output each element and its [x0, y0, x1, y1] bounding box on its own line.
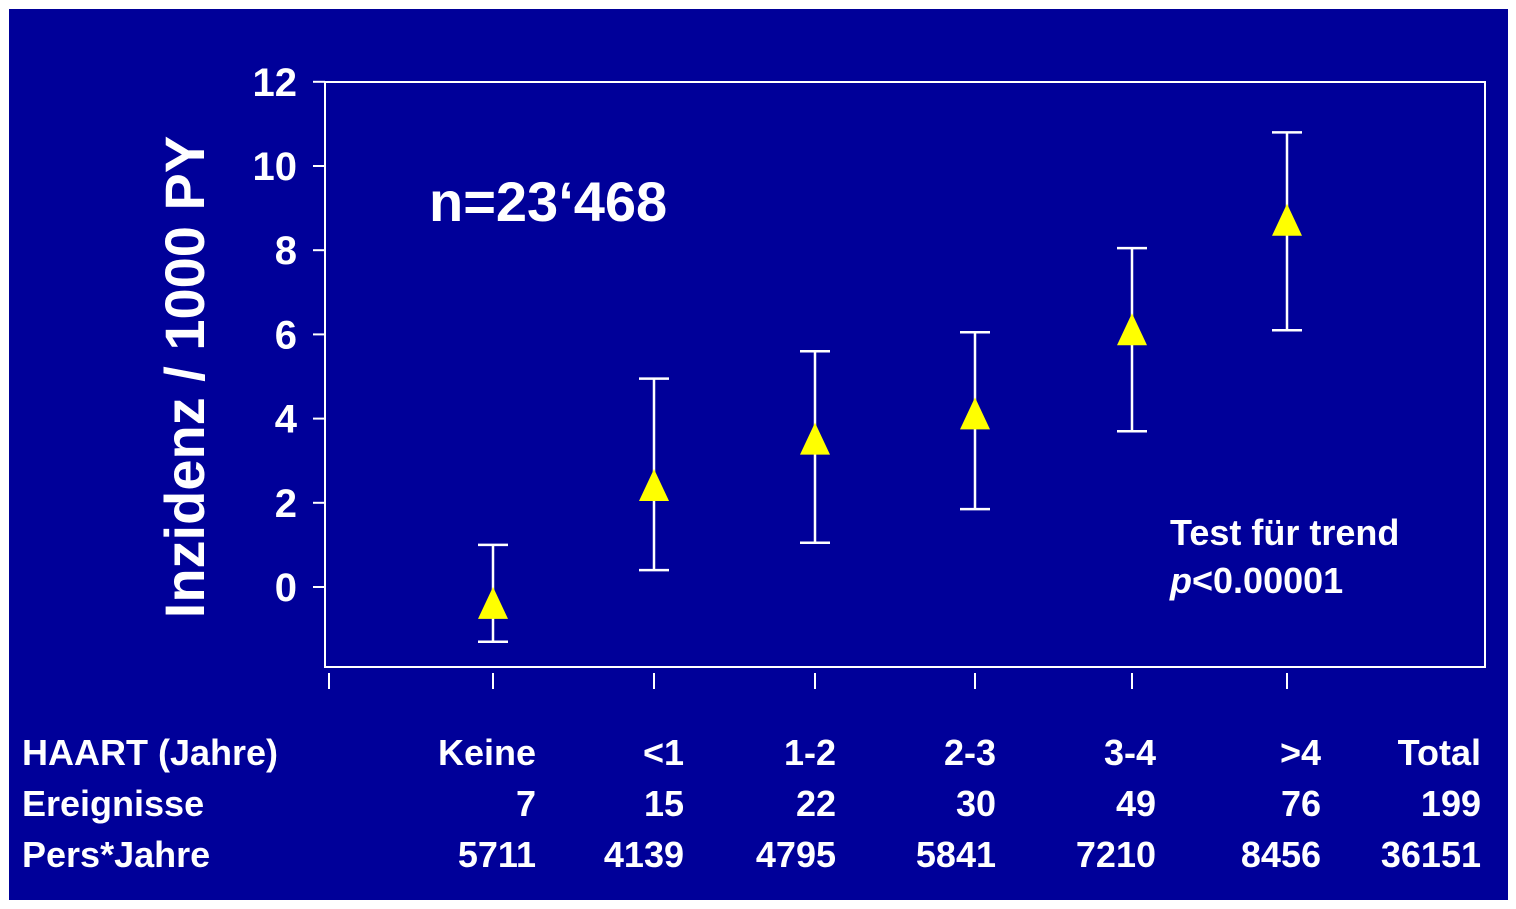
table-cell: 7210	[1075, 833, 1156, 875]
table-cell: 4139	[603, 833, 684, 875]
y-tick-label: 0	[275, 566, 297, 610]
y-tick-label: 6	[275, 313, 297, 357]
y-tick-label: 4	[275, 398, 298, 442]
table-cell: 8456	[1240, 833, 1321, 875]
p-symbol: p	[1170, 560, 1192, 601]
table-cell: 1-2	[783, 731, 836, 773]
data-point-triangle	[800, 422, 830, 455]
table-cell: 49	[1115, 782, 1156, 824]
y-tick-label: 8	[275, 229, 297, 273]
table-cell: 2-3	[943, 731, 996, 773]
data-point-triangle	[1272, 203, 1302, 236]
table-cell: 5841	[915, 833, 996, 875]
table-cell: 15	[643, 782, 684, 824]
p-value: <0.00001	[1192, 560, 1344, 601]
row-label: Ereignisse	[22, 782, 205, 824]
table-cell: 4795	[755, 833, 836, 875]
table-row: Ereignisse 7 15 22 30 49 76 199	[22, 778, 1481, 829]
data-markers	[478, 203, 1302, 619]
table-cell: 36151	[1380, 833, 1481, 875]
data-table: HAART (Jahre) Keine <1 1-2 2-3 3-4 >4 To…	[22, 727, 1481, 880]
plot-frame	[324, 81, 1486, 668]
table-cell: 30	[955, 782, 996, 824]
slide-background: 0 2 4 6 8 10 12 Inzidenz / 1000 PY n=23‘468 Te…	[9, 9, 1508, 900]
table-cell: >4	[1279, 731, 1321, 773]
y-tick-label: 12	[253, 61, 298, 105]
row-label: Pers*Jahre	[22, 833, 211, 875]
table-cell: 3-4	[1103, 731, 1156, 773]
table-cell: 5711	[457, 833, 536, 875]
axes	[324, 81, 1486, 668]
data-point-triangle	[1117, 313, 1147, 346]
y-tick-label: 10	[253, 145, 298, 189]
y-tick-label: 2	[275, 482, 297, 526]
row-label: HAART (Jahre)	[22, 731, 279, 773]
data-point-triangle	[478, 586, 508, 619]
incidence-chart: 0 2 4 6 8 10 12 Inzidenz / 1000 PY	[153, 61, 1486, 689]
table-cell: Keine	[437, 731, 536, 773]
table-cell: <1	[642, 731, 684, 773]
y-axis-label: Inzidenz / 1000 PY	[153, 136, 216, 618]
table-row: Pers*Jahre 5711 4139 4795 5841 7210 8456…	[22, 829, 1481, 880]
sample-size-label: n=23‘468	[429, 170, 668, 233]
data-point-triangle	[639, 468, 669, 501]
x-axis-ticks	[328, 673, 1288, 689]
table-cell: Total	[1397, 731, 1481, 773]
trend-test-title: Test für trend	[1170, 512, 1400, 553]
trend-test-label: Test für trend p<0.00001	[1170, 509, 1399, 605]
table-cell: 76	[1280, 782, 1321, 824]
data-point-triangle	[960, 397, 990, 430]
table-cell: 7	[515, 782, 536, 824]
trend-test-p-value: p<0.00001	[1170, 557, 1399, 605]
y-axis-ticks: 0 2 4 6 8 10 12	[253, 61, 325, 610]
table-cell: 199	[1420, 782, 1481, 824]
table-row: HAART (Jahre) Keine <1 1-2 2-3 3-4 >4 To…	[22, 727, 1481, 778]
table-cell: 22	[795, 782, 836, 824]
